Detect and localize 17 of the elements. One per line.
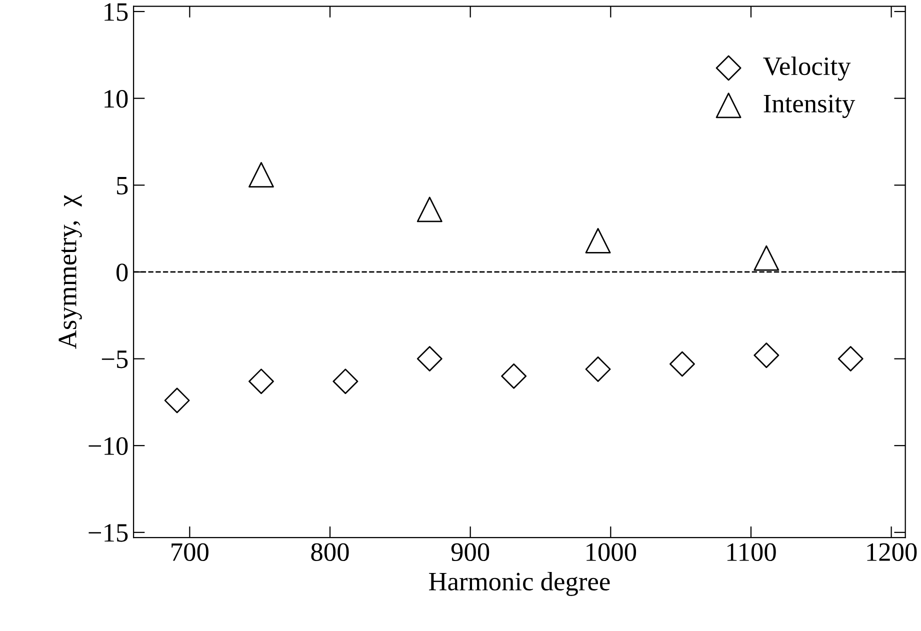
x-tick-label: 900 <box>451 543 490 562</box>
y-tick-label: −15 <box>88 524 128 542</box>
y-tick-label: 0 <box>116 264 128 282</box>
legend-label: Intensity <box>764 94 856 118</box>
x-tick-label: 800 <box>311 543 349 562</box>
y-tick-label: −10 <box>88 437 128 456</box>
y-tick-label: 15 <box>104 3 128 21</box>
x-tick-label: 700 <box>172 543 208 562</box>
y-tick-label: 10 <box>104 90 128 108</box>
x-axis-title: Harmonic degree <box>428 572 610 596</box>
legend-label: Velocity <box>763 56 851 81</box>
y-axis-title: Asymmetry, χ <box>58 194 82 349</box>
y-tick-label: 5 <box>117 177 128 195</box>
x-tick-label: 1000 <box>586 543 636 562</box>
y-tick-label: −5 <box>102 350 128 368</box>
x-tick-label: 1200 <box>867 543 917 562</box>
x-tick-label: 1100 <box>727 543 776 562</box>
